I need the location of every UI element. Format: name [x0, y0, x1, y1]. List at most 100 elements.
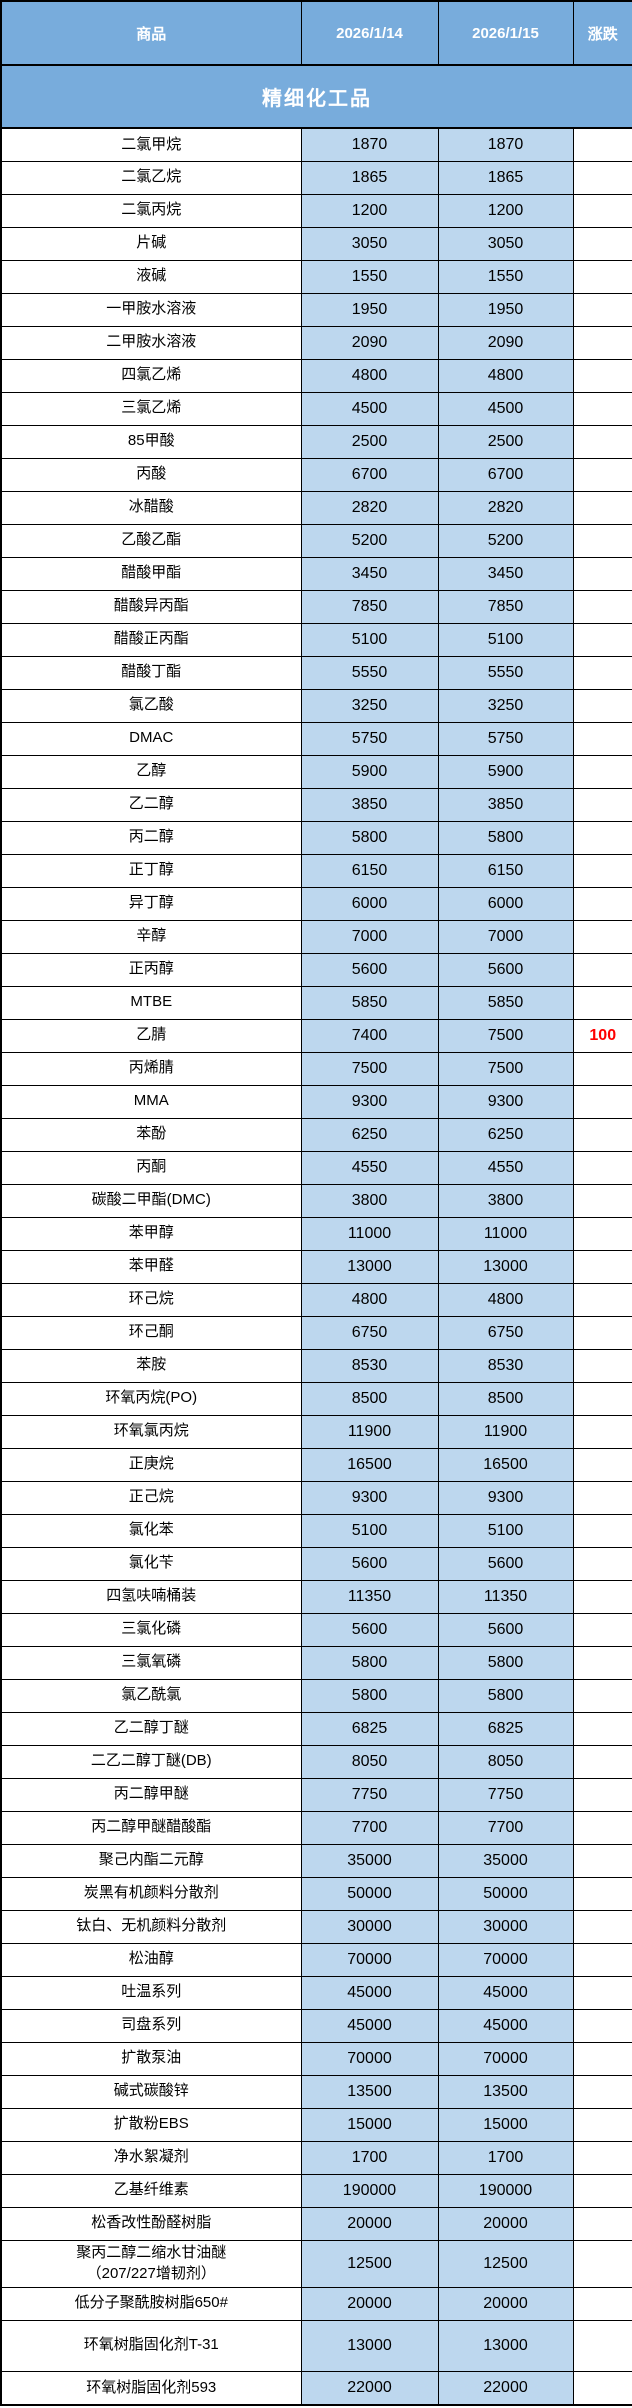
change-value-cell	[572, 2206, 632, 2241]
price-date1-cell: 13000	[300, 1249, 439, 1284]
product-name-cell: 液碱	[0, 259, 302, 294]
price-date2-cell: 1700	[437, 2140, 574, 2175]
change-value-cell	[572, 1777, 632, 1812]
table-row: 四氢呋喃桶装 11350 11350	[0, 1579, 632, 1614]
change-value-cell	[572, 2074, 632, 2109]
product-name-cell: 钛白、无机颜料分散剂	[0, 1909, 302, 1944]
product-name-cell: 扩散粉EBS	[0, 2107, 302, 2142]
product-name-cell: 四氯乙烯	[0, 358, 302, 393]
price-date2-cell: 7000	[437, 919, 574, 954]
product-name-cell: 环氧氯丙烷	[0, 1414, 302, 1449]
product-name-cell: 炭黑有机颜料分散剂	[0, 1876, 302, 1911]
product-name-cell: 二氯丙烷	[0, 193, 302, 228]
product-name-cell: 乙醇	[0, 754, 302, 789]
change-value-cell	[572, 259, 632, 294]
product-name-cell: MTBE	[0, 985, 302, 1020]
table-row: 醋酸异丙酯 7850 7850	[0, 589, 632, 624]
product-name-cell: 二乙二醇丁醚(DB)	[0, 1744, 302, 1779]
price-date2-cell: 11000	[437, 1216, 574, 1251]
product-name-cell: 低分子聚酰胺树脂650#	[0, 2286, 302, 2321]
change-value-cell	[572, 1381, 632, 1416]
change-value-cell	[572, 1513, 632, 1548]
product-name-cell: 片碱	[0, 226, 302, 261]
price-date2-cell: 1550	[437, 259, 574, 294]
table-row: 三氯化磷 5600 5600	[0, 1612, 632, 1647]
product-name-cell: 碳酸二甲酯(DMC)	[0, 1183, 302, 1218]
price-date1-cell: 9300	[300, 1084, 439, 1119]
table-row: DMAC 5750 5750	[0, 721, 632, 756]
price-date2-cell: 5600	[437, 952, 574, 987]
price-date1-cell: 30000	[300, 1909, 439, 1944]
table-row: 钛白、无机颜料分散剂 30000 30000	[0, 1909, 632, 1944]
price-date1-cell: 5200	[300, 523, 439, 558]
price-date2-cell: 45000	[437, 1975, 574, 2010]
price-date2-cell: 11900	[437, 1414, 574, 1449]
change-value-cell	[572, 1678, 632, 1713]
price-date1-cell: 4800	[300, 1282, 439, 1317]
price-date1-cell: 1700	[300, 2140, 439, 2175]
price-date2-cell: 7500	[437, 1051, 574, 1086]
change-value-cell	[572, 2370, 632, 2406]
product-name-cell: 丙烯腈	[0, 1051, 302, 1086]
product-name-cell: 85甲酸	[0, 424, 302, 459]
price-date1-cell: 1550	[300, 259, 439, 294]
change-value-cell	[572, 721, 632, 756]
price-date2-cell: 5100	[437, 1513, 574, 1548]
column-header-change: 涨跌	[572, 0, 632, 66]
price-date2-cell: 70000	[437, 1942, 574, 1977]
product-name-cell: 氯乙酸	[0, 688, 302, 723]
price-date1-cell: 3050	[300, 226, 439, 261]
price-date2-cell: 12500	[437, 2239, 574, 2288]
table-row: 环氧树脂固化剂593 22000 22000	[0, 2370, 632, 2406]
product-name-cell: 丙二醇甲醚	[0, 1777, 302, 1812]
product-name-cell: 环氧丙烷(PO)	[0, 1381, 302, 1416]
table-row: 苯甲醇 11000 11000	[0, 1216, 632, 1251]
change-value-cell	[572, 853, 632, 888]
price-date1-cell: 9300	[300, 1480, 439, 1515]
price-date1-cell: 13000	[300, 2319, 439, 2372]
price-date1-cell: 16500	[300, 1447, 439, 1482]
price-date1-cell: 6000	[300, 886, 439, 921]
change-value-cell	[572, 589, 632, 624]
price-date2-cell: 1200	[437, 193, 574, 228]
change-value-cell	[572, 1480, 632, 1515]
product-name-cell: 乙二醇丁醚	[0, 1711, 302, 1746]
product-name-cell: 正庚烷	[0, 1447, 302, 1482]
change-value-cell	[572, 2107, 632, 2142]
table-row: 扩散泵油 70000 70000	[0, 2041, 632, 2076]
table-row: 苯胺 8530 8530	[0, 1348, 632, 1383]
table-row: 三氯氧磷 5800 5800	[0, 1645, 632, 1680]
change-value-cell	[572, 1084, 632, 1119]
table-row: 辛醇 7000 7000	[0, 919, 632, 954]
change-value-cell	[572, 886, 632, 921]
change-value-cell	[572, 1744, 632, 1779]
price-date2-cell: 5100	[437, 622, 574, 657]
price-date2-cell: 6000	[437, 886, 574, 921]
price-date2-cell: 5800	[437, 1678, 574, 1713]
price-date2-cell: 20000	[437, 2286, 574, 2321]
price-date2-cell: 13000	[437, 1249, 574, 1284]
price-date2-cell: 4800	[437, 358, 574, 393]
change-value-cell	[572, 325, 632, 360]
table-row: 司盘系列 45000 45000	[0, 2008, 632, 2043]
product-name-cell: 醋酸丁酯	[0, 655, 302, 690]
product-name-cell: 净水絮凝剂	[0, 2140, 302, 2175]
column-header-date1: 2026/1/14	[300, 0, 439, 66]
price-date2-cell: 5550	[437, 655, 574, 690]
price-date2-cell: 5800	[437, 1645, 574, 1680]
product-name-cell: 一甲胺水溶液	[0, 292, 302, 327]
table-row: 松油醇 70000 70000	[0, 1942, 632, 1977]
change-value-cell	[572, 2173, 632, 2208]
product-name-cell: 三氯化磷	[0, 1612, 302, 1647]
price-date1-cell: 11900	[300, 1414, 439, 1449]
price-date1-cell: 8500	[300, 1381, 439, 1416]
table-row: 丙二醇甲醚 7750 7750	[0, 1777, 632, 1812]
table-row: 片碱 3050 3050	[0, 226, 632, 261]
price-date1-cell: 3800	[300, 1183, 439, 1218]
change-value-cell	[572, 1546, 632, 1581]
price-date2-cell: 6825	[437, 1711, 574, 1746]
table-row: 乙基纤维素 190000 190000	[0, 2173, 632, 2208]
table-row: 环氧氯丙烷 11900 11900	[0, 1414, 632, 1449]
column-header-date2: 2026/1/15	[437, 0, 574, 66]
table-row: 正庚烷 16500 16500	[0, 1447, 632, 1482]
